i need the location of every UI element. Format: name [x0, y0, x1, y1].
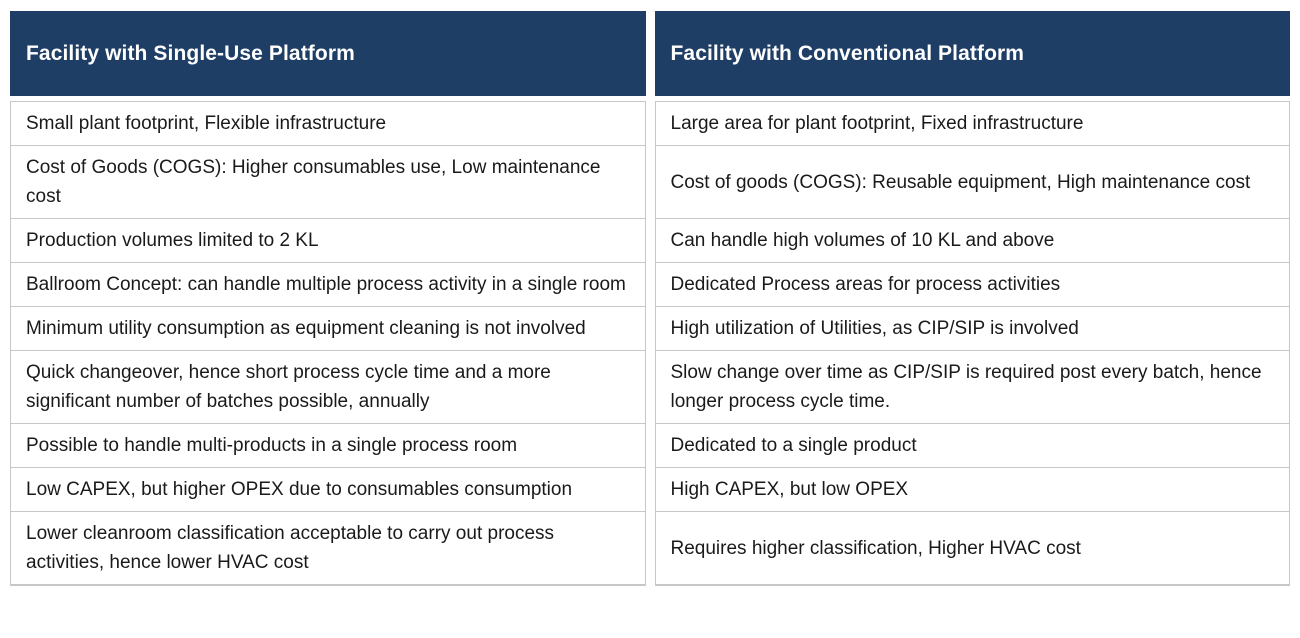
column-header-conventional-platform: Facility with Conventional Platform	[654, 11, 1290, 96]
table-cell: Possible to handle multi-products in a s…	[10, 423, 646, 467]
table-cell: Production volumes limited to 2 KL	[10, 218, 646, 262]
table-cell: High utilization of Utilities, as CIP/SI…	[654, 306, 1290, 350]
table-cell: Slow change over time as CIP/SIP is requ…	[654, 350, 1290, 423]
table-cell: Quick changeover, hence short process cy…	[10, 350, 646, 423]
table-cell: Cost of goods (COGS): Reusable equipment…	[654, 145, 1290, 218]
table-cell: Lower cleanroom classification acceptabl…	[10, 511, 646, 586]
table-cell: Small plant footprint, Flexible infrastr…	[10, 101, 646, 145]
table-cell: Low CAPEX, but higher OPEX due to consum…	[10, 467, 646, 511]
comparison-table: Facility with Single-Use Platform Facili…	[10, 11, 1290, 586]
table-cell: Large area for plant footprint, Fixed in…	[654, 101, 1290, 145]
table-cell: Requires higher classification, Higher H…	[654, 511, 1290, 586]
table-cell: Ballroom Concept: can handle multiple pr…	[10, 262, 646, 306]
table-cell: Dedicated Process areas for process acti…	[654, 262, 1290, 306]
table-cell: Cost of Goods (COGS): Higher consumables…	[10, 145, 646, 218]
table-cell: Minimum utility consumption as equipment…	[10, 306, 646, 350]
table-cell: Dedicated to a single product	[654, 423, 1290, 467]
column-header-single-use-platform: Facility with Single-Use Platform	[10, 11, 646, 96]
table-cell: High CAPEX, but low OPEX	[654, 467, 1290, 511]
table-cell: Can handle high volumes of 10 KL and abo…	[654, 218, 1290, 262]
